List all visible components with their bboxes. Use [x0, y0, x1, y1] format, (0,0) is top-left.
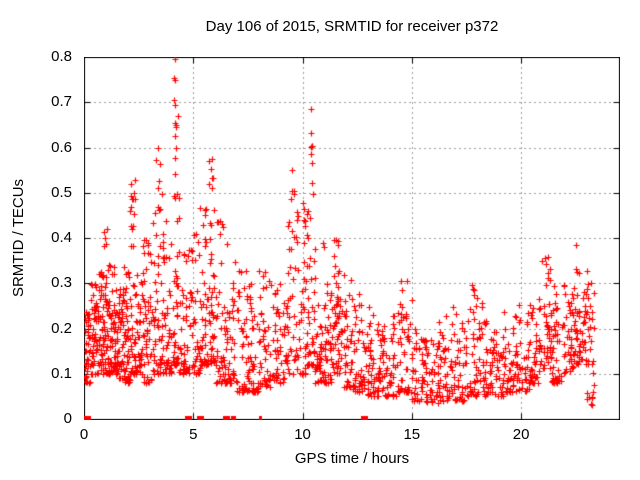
y-tick-label: 0.5 [51, 183, 72, 201]
y-axis-title: SRMTID / TECUs [10, 178, 27, 298]
x-tick-label: 20 [512, 426, 530, 443]
x-tick-label: 0 [79, 426, 89, 443]
y-tick-label: 0.7 [51, 93, 72, 111]
plot-area [84, 57, 620, 420]
y-tick-label: 0.4 [51, 229, 72, 246]
x-tick-label: 15 [403, 426, 421, 443]
chart-title: Day 106 of 2015, SRMTID for receiver p37… [205, 18, 499, 35]
x-tick-label: 10 [294, 426, 311, 443]
y-tick-label: 0.3 [51, 274, 72, 292]
x-axis-title: GPS time / hours [294, 450, 410, 467]
y-tick-label: 0.2 [51, 319, 72, 337]
x-tick-label: 5 [189, 426, 198, 443]
y-tick-label: 0.6 [51, 138, 72, 156]
y-tick-label: 0 [63, 410, 72, 427]
y-tick-label: 0.1 [51, 364, 72, 382]
y-tick-label: 0.8 [51, 48, 72, 65]
